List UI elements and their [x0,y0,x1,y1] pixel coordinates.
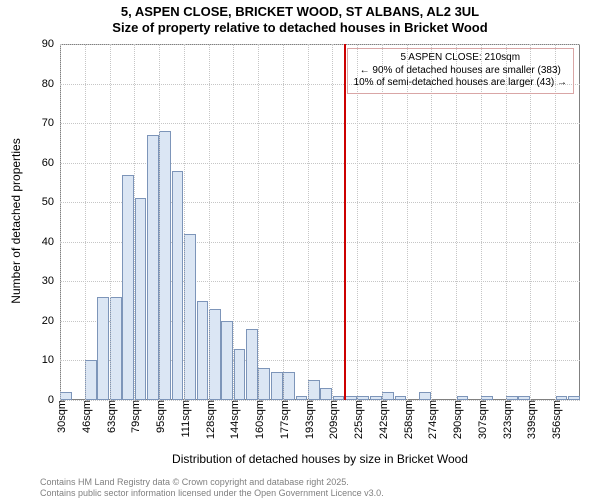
gridline-vertical [209,44,210,400]
gridline-vertical [110,44,111,400]
gridline-vertical [332,44,333,400]
histogram-bar [197,301,209,400]
x-tick-label: 160sqm [252,400,266,439]
x-tick-label: 274sqm [425,400,439,439]
histogram-bar [283,372,295,400]
gridline-horizontal [60,163,580,164]
gridline-horizontal [60,123,580,124]
x-tick-label: 307sqm [475,400,489,439]
histogram-bar [172,171,184,400]
y-tick-label: 10 [42,354,60,366]
y-tick-label: 70 [42,117,60,129]
y-tick-label: 50 [42,196,60,208]
histogram-bar [122,175,134,400]
chart-title-block: 5, ASPEN CLOSE, BRICKET WOOD, ST ALBANS,… [0,0,600,35]
histogram-bar [419,392,431,400]
gridline-vertical [431,44,432,400]
gridline-vertical [60,44,61,400]
histogram-bar [110,297,122,400]
gridline-vertical [530,44,531,400]
gridline-vertical [456,44,457,400]
histogram-bar [320,388,332,400]
gridline-vertical [159,44,160,400]
x-tick-label: 79sqm [128,400,142,433]
x-tick-label: 209sqm [326,400,340,439]
x-tick-label: 323sqm [500,400,514,439]
x-tick-label: 128sqm [203,400,217,439]
histogram-bar [258,368,270,400]
gridline-vertical [258,44,259,400]
histogram-bar [308,380,320,400]
gridline-vertical [184,44,185,400]
x-tick-label: 356sqm [549,400,563,439]
histogram-bar [221,321,233,400]
histogram-bar [159,131,171,400]
x-tick-label: 30sqm [54,400,68,433]
y-axis-label: Number of detached properties [9,121,23,321]
y-tick-label: 80 [42,78,60,90]
y-tick-label: 90 [42,38,60,50]
x-tick-label: 290sqm [450,400,464,439]
histogram-bar [271,372,283,400]
gridline-vertical [481,44,482,400]
chart-title-line2: Size of property relative to detached ho… [0,20,600,36]
histogram-bar [382,392,394,400]
chart-title-line1: 5, ASPEN CLOSE, BRICKET WOOD, ST ALBANS,… [0,4,600,20]
x-tick-label: 63sqm [104,400,118,433]
y-tick-label: 30 [42,275,60,287]
footer-line2: Contains public sector information licen… [40,488,384,498]
attribution-footer: Contains HM Land Registry data © Crown c… [40,477,384,498]
histogram-bar [147,135,159,400]
gridline-vertical [382,44,383,400]
histogram-bar [209,309,221,400]
x-tick-label: 111sqm [178,400,192,438]
histogram-bar [60,392,72,400]
gridline-vertical [555,44,556,400]
histogram-bar [184,234,196,400]
gridline-vertical [308,44,309,400]
histogram-bar [568,396,580,400]
histogram-bar [234,349,246,400]
footer-line1: Contains HM Land Registry data © Crown c… [40,477,384,487]
x-tick-label: 177sqm [277,400,291,439]
x-tick-label: 225sqm [351,400,365,439]
x-tick-label: 258sqm [401,400,415,439]
annotation-line: ← 90% of detached houses are smaller (38… [354,65,567,78]
y-tick-label: 60 [42,157,60,169]
histogram-bar [97,297,109,400]
x-tick-label: 242sqm [376,400,390,439]
annotation-line: 10% of semi-detached houses are larger (… [354,77,567,90]
gridline-vertical [233,44,234,400]
histogram-plot: 010203040506070809030sqm46sqm63sqm79sqm9… [60,44,580,400]
histogram-bar [85,360,97,400]
histogram-bar [246,329,258,400]
gridline-vertical [506,44,507,400]
gridline-vertical [134,44,135,400]
gridline-horizontal [60,44,580,45]
x-tick-label: 95sqm [153,400,167,433]
gridline-vertical [85,44,86,400]
reference-line [344,44,346,400]
y-tick-label: 40 [42,236,60,248]
gridline-vertical [283,44,284,400]
annotation-box: 5 ASPEN CLOSE: 210sqm← 90% of detached h… [347,48,574,94]
gridline-vertical [357,44,358,400]
x-axis-label: Distribution of detached houses by size … [60,452,580,466]
histogram-bar [135,198,147,400]
x-tick-label: 339sqm [524,400,538,439]
x-tick-label: 144sqm [227,400,241,439]
y-tick-label: 20 [42,315,60,327]
gridline-vertical [407,44,408,400]
x-tick-label: 193sqm [302,400,316,439]
annotation-line: 5 ASPEN CLOSE: 210sqm [354,52,567,65]
x-tick-label: 46sqm [79,400,93,433]
